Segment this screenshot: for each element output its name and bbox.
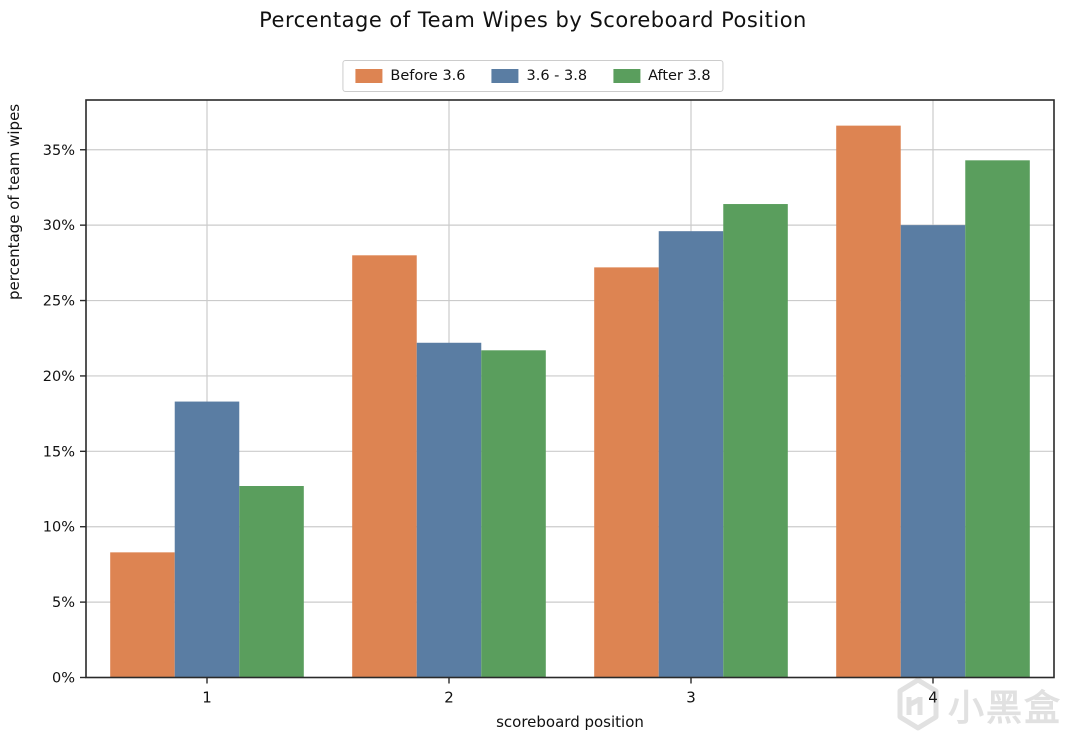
y-tick-label: 35%: [43, 143, 75, 159]
bar-3.6-3.8-pos-4: [900, 225, 966, 678]
y-tick-label: 25%: [43, 294, 75, 310]
x-tick-label: 4: [928, 689, 938, 707]
bar-3.6-3.8-pos-2: [416, 342, 482, 678]
legend-label-3-6-3-8: 3.6 - 3.8: [526, 68, 588, 84]
legend-swatch-before-3-6: [355, 69, 383, 83]
legend-item-3-6-3-8: 3.6 - 3.8: [491, 68, 588, 84]
y-tick-label: 20%: [43, 369, 75, 385]
legend-swatch-3-6-3-8: [491, 69, 519, 83]
bar-after-3.8-pos-2: [481, 350, 546, 678]
legend-item-after-3-8: After 3.8: [613, 68, 711, 84]
legend-label-before-3-6: Before 3.6: [390, 68, 466, 84]
bar-before-3.6-pos-1: [110, 552, 175, 678]
y-axis-label: percentage of team wipes: [5, 103, 23, 300]
bar-after-3.8-pos-4: [965, 160, 1030, 678]
x-axis-label: scoreboard position: [496, 713, 644, 731]
axes-spines: [85, 99, 1055, 679]
bar-3.6-3.8-pos-3: [658, 231, 724, 678]
chart-title: Percentage of Team Wipes by Scoreboard P…: [259, 8, 807, 32]
y-tick-label: 10%: [43, 520, 75, 536]
bar-after-3.8-pos-1: [239, 486, 304, 678]
bar-before-3.6-pos-2: [352, 255, 417, 678]
x-tick-label: 3: [686, 689, 696, 707]
bar-before-3.6-pos-3: [594, 267, 659, 678]
bar-3.6-3.8-pos-1: [174, 401, 240, 678]
y-tick-label: 0%: [52, 671, 75, 687]
legend-swatch-after-3-8: [613, 69, 641, 83]
legend-item-before-3-6: Before 3.6: [355, 68, 466, 84]
legend: Before 3.6 3.6 - 3.8 After 3.8: [342, 60, 724, 92]
y-tick-label: 15%: [43, 444, 75, 460]
x-tick-label: 1: [202, 689, 212, 707]
bar-after-3.8-pos-3: [723, 204, 788, 678]
x-tick-label: 2: [444, 689, 454, 707]
legend-label-after-3-8: After 3.8: [648, 68, 711, 84]
bar-before-3.6-pos-4: [836, 125, 901, 678]
y-tick-label: 30%: [43, 218, 75, 234]
y-tick-label: 5%: [52, 595, 75, 611]
